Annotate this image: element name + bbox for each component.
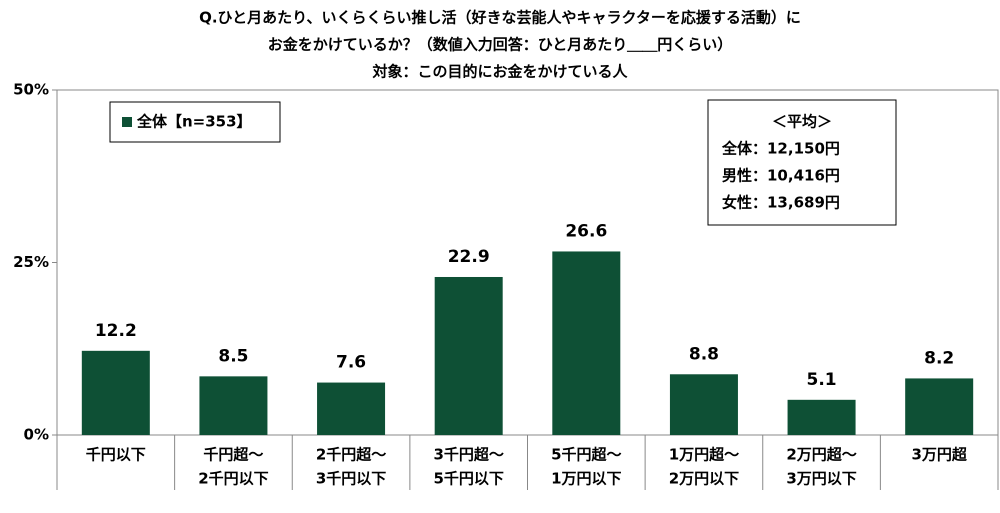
x-tick-label: 5千円以下 <box>433 470 503 488</box>
chart-title: Q.ひと月あたり、いくらくらい推し活（好きな芸能人やキャラクターを応援する活動）… <box>199 9 801 27</box>
value-label: 26.6 <box>565 221 607 241</box>
bar <box>199 376 268 435</box>
x-tick-label: 3千円以下 <box>316 470 386 488</box>
x-tick-label: 3万円以下 <box>786 470 856 488</box>
value-label: 12.2 <box>95 321 137 341</box>
x-tick-label: 2千円以下 <box>198 470 268 488</box>
bar <box>434 276 503 435</box>
chart-title: 対象：この目的にお金をかけている人 <box>371 63 628 81</box>
bar <box>787 399 856 435</box>
x-tick-label: 3千円超～ <box>433 446 503 464</box>
annotation: 女性：13,689円 <box>722 194 840 212</box>
x-tick-label: 千円以下 <box>86 446 146 464</box>
x-tick-label: 2万円以下 <box>669 470 739 488</box>
legend-label: 全体【n=353】 <box>136 113 252 131</box>
bar <box>669 374 738 435</box>
annotation: ＜平均＞ <box>772 113 832 131</box>
bar <box>905 378 974 435</box>
y-tick-label: 0% <box>24 426 49 444</box>
annotation: 全体：12,150円 <box>721 140 840 158</box>
x-tick-label: 1万円以下 <box>551 470 621 488</box>
value-label: 8.2 <box>924 348 954 368</box>
y-tick-label: 25% <box>13 253 49 271</box>
x-tick-label: 2万円超～ <box>786 446 856 464</box>
value-label: 7.6 <box>336 353 366 373</box>
x-tick-label: 3万円超 <box>911 446 967 464</box>
annotation: 男性：10,416円 <box>722 167 840 185</box>
legend-box <box>109 101 281 143</box>
x-tick-label: 千円超～ <box>203 446 263 464</box>
annotation-box <box>707 99 897 226</box>
bar <box>552 251 621 435</box>
x-tick-label: 2千円超～ <box>316 446 386 464</box>
bar <box>317 382 386 435</box>
legend-swatch <box>122 117 132 127</box>
value-label: 5.1 <box>807 370 837 390</box>
chart-title: お金をかけているか？（数値入力回答：ひと月あたり＿＿円くらい） <box>268 36 733 54</box>
bar <box>81 350 150 435</box>
value-label: 22.9 <box>448 247 490 267</box>
value-label: 8.5 <box>218 346 248 366</box>
y-tick-label: 50% <box>13 81 49 99</box>
value-label: 8.8 <box>689 344 719 364</box>
x-tick-label: 5千円超～ <box>551 446 621 464</box>
x-tick-label: 1万円超～ <box>669 446 739 464</box>
